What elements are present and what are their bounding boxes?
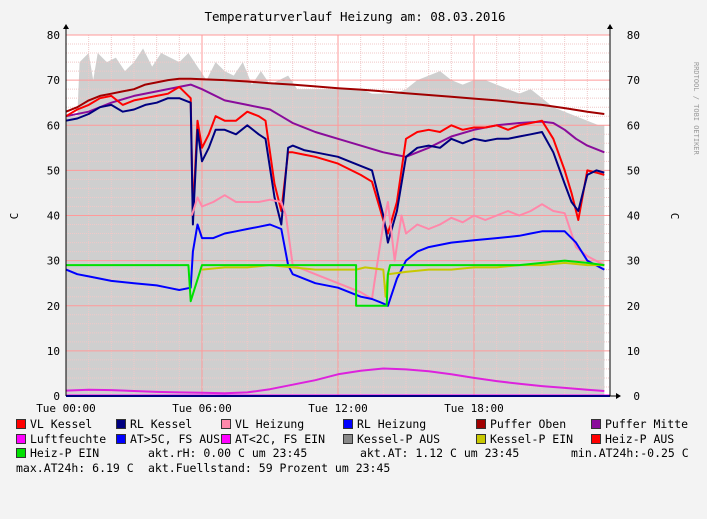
legend-swatch (591, 419, 601, 429)
legend-item: Heiz-P AUS (591, 432, 674, 447)
y-tick-label-right: 60 (627, 119, 640, 132)
watermark: RRDTOOL / TOBI OETIKER (692, 62, 700, 156)
legend-swatch (476, 433, 486, 444)
legend-item: Kessel-P AUS (343, 432, 440, 447)
x-tick-label: Tue 06:00 (172, 402, 232, 415)
info-max-at: max.AT24h: 6.19 C (16, 460, 134, 475)
y-tick-label-left: 40 (47, 210, 60, 223)
x-tick-label: Tue 18:00 (444, 402, 504, 415)
series-line-heiz-p-ein (66, 259, 605, 307)
y-tick-label-right: 30 (627, 255, 640, 268)
legend-swatch (116, 419, 126, 429)
legend-swatch (343, 433, 353, 444)
y-tick-label-right: 80 (627, 29, 640, 42)
legend-swatch (221, 419, 231, 429)
chart: 0 0 10 10 20 20 30 30 40 40 50 50 60 60 70 70 80 80 Tue 00… (8, 9, 700, 415)
legend-label: Puffer Oben (490, 417, 567, 431)
legend-item: Puffer Mitte (591, 417, 688, 432)
legend-swatch (116, 433, 126, 444)
legend-label: Kessel-P EIN (490, 431, 574, 446)
y-tick-label-right: 40 (627, 210, 640, 223)
legend-swatch (343, 419, 353, 429)
legend-label: Kessel-P AUS (357, 431, 441, 446)
legend-label: Heiz-P AUS (605, 431, 675, 446)
y-tick-label-left: 60 (47, 119, 60, 132)
legend: Puffer Mitte Puffer Oben RL Heizung VL Heiz… (16, 417, 706, 475)
legend-item: Puffer Oben (476, 417, 566, 432)
info-akt-rh: akt.rH: 0.00 C um 23:45 (148, 446, 308, 460)
legend-label: VL Kessel (30, 417, 93, 431)
legend-item: RL Heizung (343, 417, 426, 432)
info-akt-at: akt.AT: 1.12 C um 23:45 (360, 446, 520, 460)
y-tick-label-left: 10 (47, 345, 60, 358)
legend-row-3: Heiz-P EIN akt.rH: 0.00 C um 23:45 akt.A… (16, 446, 706, 461)
y-tick-label-left: 70 (47, 74, 60, 87)
y-tick-label-left: 50 (47, 164, 60, 177)
legend-label: RL Heizung (357, 417, 427, 431)
legend-item: AT<2C, FS EIN (221, 432, 325, 447)
legend-item: VL Heizung (221, 417, 304, 432)
series-line-rl-kessel (65, 97, 605, 244)
series-line-vl-kessel (65, 85, 605, 235)
y-tick-label-left: 0 (53, 390, 60, 403)
x-tick-label: Tue 12:00 (308, 402, 368, 415)
legend-swatch (16, 433, 26, 444)
legend-row-2: Heiz-P AUS Kessel-P EIN Kessel-P AUS AT<2C,… (16, 432, 706, 447)
legend-item: RL Kessel (116, 417, 192, 432)
y-axis-label-right: C (668, 213, 681, 220)
y-tick-label-left: 80 (47, 29, 60, 42)
y-tick-label-right: 20 (627, 300, 640, 313)
y-tick-label-right: 0 (633, 390, 640, 403)
legend-label: Heiz-P EIN (30, 446, 100, 460)
legend-swatch (591, 433, 601, 444)
y-axis-label-left: C (8, 213, 21, 220)
series-area-kessel-p-aus (66, 48, 605, 396)
legend-label: AT<2C, FS EIN (235, 431, 326, 446)
series-line-at-2c-fs-ein (65, 367, 605, 395)
y-tick-label-left: 30 (47, 255, 60, 268)
series-line-rl-heizung (65, 223, 605, 307)
legend-item: AT>5C, FS AUS (116, 432, 220, 447)
legend-swatch (16, 448, 26, 458)
legend-label: RL Kessel (130, 417, 193, 431)
legend-item: Heiz-P EIN (16, 446, 99, 461)
legend-item: Kessel-P EIN (476, 432, 573, 447)
y-axis-arrow-right (607, 24, 613, 29)
y-tick-label-right: 10 (627, 345, 640, 358)
area-layer (66, 48, 605, 396)
y-tick-label-left: 20 (47, 300, 60, 313)
y-tick-label-right: 70 (627, 74, 640, 87)
axes: 0 0 10 10 20 20 30 30 40 40 50 50 60 60 70 70 80 80 Tue 00… (36, 24, 640, 415)
series-line-puffer-oben (65, 77, 605, 115)
y-axis-arrow-left (63, 24, 69, 29)
legend-swatch (16, 419, 26, 429)
legend-item: VL Kessel (16, 417, 92, 432)
x-axis-arrow (616, 393, 621, 399)
legend-label: Luftfeuchte (30, 431, 107, 446)
series-line-vl-heizung (190, 194, 605, 300)
legend-label: VL Heizung (235, 417, 305, 431)
legend-label: AT>5C, FS AUS (130, 431, 221, 446)
legend-item: Luftfeuchte (16, 432, 106, 447)
legend-row-4: max.AT24h: 6.19 C akt.Fuellstand: 59 Pro… (16, 461, 706, 476)
legend-label: Puffer Mitte (605, 417, 689, 431)
y-tick-label-right: 50 (627, 164, 640, 177)
chart-title: Temperaturverlauf Heizung am: 08.03.2016 (204, 9, 505, 24)
legend-swatch (221, 433, 231, 444)
legend-row-1: Puffer Mitte Puffer Oben RL Heizung VL Heiz… (16, 417, 706, 432)
info-fuellstand: akt.Fuellstand: 59 Prozent um 23:45 (148, 460, 391, 475)
legend-swatch (476, 419, 486, 429)
info-min-at: min.AT24h:-0.25 C (571, 446, 689, 460)
x-tick-label: Tue 00:00 (36, 402, 96, 415)
